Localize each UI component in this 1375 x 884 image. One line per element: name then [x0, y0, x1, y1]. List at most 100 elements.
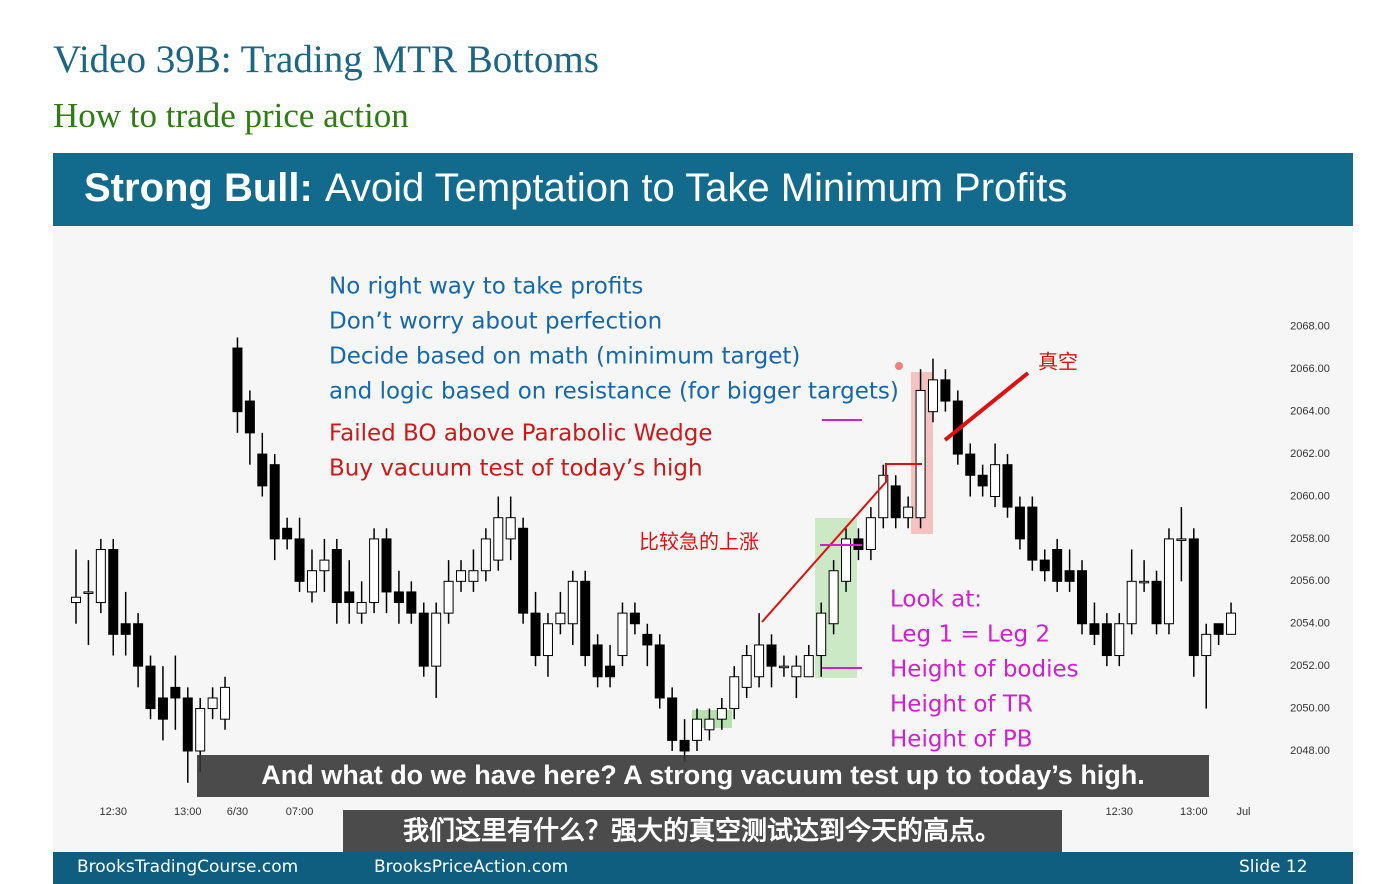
candle-body — [1077, 570, 1088, 625]
candle-body — [716, 708, 727, 720]
candle-body — [1089, 623, 1100, 635]
y-tick-label: 2058.00 — [1290, 533, 1330, 545]
look-at: Height of PB — [890, 727, 1032, 753]
slide-title-rest: Avoid Temptation to Take Minimum Profits — [325, 166, 1068, 210]
candle-body — [927, 379, 938, 413]
footer-left: BrooksTradingCourse.com — [77, 857, 298, 877]
notes: No right way to take profits Don’t worry … — [329, 274, 1079, 753]
note-blue: No right way to take profits — [329, 274, 643, 300]
vacuum-line — [943, 371, 1030, 442]
candle-body — [220, 686, 231, 720]
candle-body — [816, 612, 827, 657]
candle-body — [157, 697, 168, 720]
candle-body — [381, 538, 392, 593]
candle-body — [257, 453, 268, 487]
y-tick-label: 2064.00 — [1290, 406, 1330, 418]
y-tick-label: 2060.00 — [1290, 490, 1330, 502]
label-vacuum: 真空 — [1038, 350, 1078, 374]
candle-body — [741, 655, 752, 688]
footer-center: BrooksPriceAction.com — [374, 857, 568, 877]
candle-body — [319, 559, 330, 572]
candle-body — [282, 527, 293, 540]
slide-title: Strong Bull: Avoid Temptation to Take Min… — [84, 166, 1067, 210]
candle-body — [195, 708, 206, 752]
candle-body — [95, 549, 106, 604]
candle-body — [306, 570, 317, 593]
candle-body — [1101, 623, 1112, 657]
label-rally: 比较急的上涨 — [639, 530, 759, 554]
candle-body — [605, 665, 616, 678]
candle-body — [865, 517, 876, 551]
y-tick-label: 2054.00 — [1290, 618, 1330, 630]
candle-body — [1052, 549, 1063, 582]
note-blue: and logic based on resistance (for bigge… — [329, 379, 899, 405]
candle-body — [1014, 506, 1025, 540]
x-tick-label: 13:00 — [1180, 806, 1208, 818]
candle-body — [1176, 538, 1187, 541]
candle-body — [505, 517, 516, 540]
candle-body — [145, 665, 156, 710]
candle-body — [729, 676, 740, 710]
candle-body — [356, 602, 367, 614]
candle-body — [1126, 580, 1137, 625]
candle-body — [791, 665, 802, 678]
candle-body — [406, 591, 417, 614]
candle-body — [654, 644, 665, 699]
candle-body — [754, 644, 765, 678]
candle-body — [841, 538, 852, 582]
candle-body — [170, 686, 181, 699]
candle-body — [182, 697, 193, 752]
candle-body — [456, 570, 467, 582]
caption-box — [343, 810, 1062, 853]
page-title: Video 39B: Trading MTR Bottoms — [53, 38, 599, 81]
candle-body — [766, 644, 777, 667]
candle-body — [542, 623, 553, 657]
candle-body — [83, 591, 94, 594]
caption-english: And what do we have here? A strong vacuu… — [261, 760, 1145, 790]
note-blue: Don’t worry about perfection — [329, 309, 662, 335]
candle-body — [493, 517, 504, 561]
candle-body — [915, 389, 926, 519]
candle-body — [133, 623, 144, 667]
candle-body — [232, 347, 243, 413]
chart: 2048.00 2050.00 2052.00 2054.00 2056.00 2058.… — [71, 321, 1330, 818]
caption-chinese: 我们这里有什么？强大的真空测试达到今天的高点。 — [403, 816, 1001, 847]
candle-body — [530, 612, 541, 657]
candle-body — [890, 485, 901, 519]
candle-body — [1188, 538, 1199, 657]
candle-body — [1039, 559, 1050, 572]
candle-body — [71, 596, 81, 604]
candle-body — [1163, 538, 1174, 625]
footer-bar — [53, 852, 1353, 884]
slide-title-bar — [53, 153, 1353, 226]
candle-body — [207, 697, 218, 710]
x-tick-label: 6/30 — [227, 806, 248, 818]
y-tick-label: 2056.00 — [1290, 575, 1330, 587]
candle-body — [617, 612, 628, 657]
x-tick-label: 12:30 — [1106, 806, 1134, 818]
candle-body — [592, 644, 603, 678]
candle-body — [331, 549, 342, 604]
candle-body — [108, 549, 119, 635]
candle-body — [642, 633, 653, 646]
x-tick-label: 12:30 — [99, 806, 127, 818]
candle-body — [704, 718, 715, 731]
y-tick-label: 2066.00 — [1290, 363, 1330, 375]
candle-body — [1002, 464, 1013, 508]
look-at: Height of TR — [890, 692, 1033, 718]
candle-body — [977, 474, 988, 487]
cursor — [895, 362, 903, 370]
candle-body — [269, 464, 280, 540]
x-tick-label: 07:00 — [286, 806, 314, 818]
candle-body — [1027, 506, 1038, 561]
page-subtitle: How to trade price action — [53, 96, 409, 135]
y-tick-label: 2050.00 — [1290, 702, 1330, 714]
candle-body — [965, 453, 976, 476]
candle-body — [244, 400, 255, 434]
candle-body — [1114, 623, 1125, 657]
y-tick-label: 2068.00 — [1290, 321, 1330, 333]
y-tick-label: 2048.00 — [1290, 745, 1330, 757]
candle-body — [580, 580, 591, 657]
candle-body — [294, 538, 305, 582]
